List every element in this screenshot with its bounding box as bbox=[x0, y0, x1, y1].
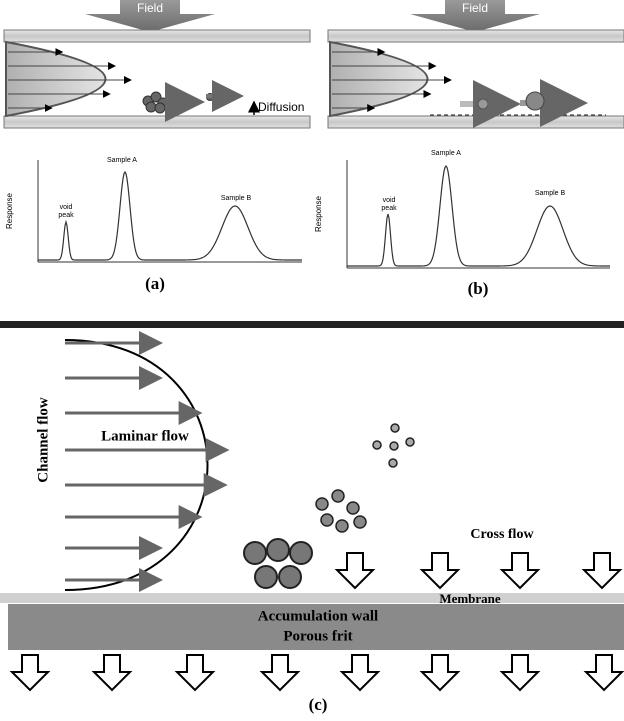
channel-wall bbox=[4, 116, 310, 128]
peak-label: Sample B bbox=[221, 195, 252, 202]
caption: (b) bbox=[468, 279, 489, 298]
channel-flow-label: Channel flow bbox=[35, 397, 51, 483]
separator bbox=[0, 321, 624, 328]
peak-label: void bbox=[60, 204, 73, 211]
particle-large bbox=[290, 542, 312, 564]
particle-large bbox=[255, 566, 277, 588]
membrane bbox=[0, 593, 624, 603]
particle-large bbox=[267, 539, 289, 561]
cross-flow-arrow bbox=[586, 655, 622, 690]
caption: (a) bbox=[145, 274, 165, 293]
cross-flow-arrow bbox=[502, 655, 538, 690]
cross-flow-arrow bbox=[337, 553, 373, 588]
cross-flow-arrow bbox=[12, 655, 48, 690]
peak-label: Sample A bbox=[107, 157, 137, 164]
diagram: FieldDiffusionResponsevoidpeakSample ASa… bbox=[0, 0, 624, 721]
peak-label: Sample A bbox=[431, 150, 461, 157]
particle-small bbox=[390, 442, 398, 450]
particle-medium bbox=[316, 498, 328, 510]
particle bbox=[526, 92, 544, 110]
particle-large bbox=[244, 542, 266, 564]
field-label: Field bbox=[137, 1, 163, 15]
chromatogram bbox=[347, 166, 610, 266]
flow-profile bbox=[6, 42, 106, 116]
peak-label: Sample B bbox=[535, 190, 566, 197]
wall-label: Accumulation wall bbox=[258, 608, 378, 624]
cross-flow-arrow bbox=[177, 655, 213, 690]
field-label: Field bbox=[462, 1, 488, 15]
particle-medium bbox=[354, 516, 366, 528]
particle-medium bbox=[336, 520, 348, 532]
caption: (c) bbox=[309, 695, 328, 714]
cross-flow-label: Cross flow bbox=[470, 527, 534, 542]
membrane-label: Membrane bbox=[439, 591, 501, 606]
particle-small bbox=[406, 438, 414, 446]
y-axis-label: Response bbox=[5, 192, 14, 229]
content: FieldDiffusionResponsevoidpeakSample ASa… bbox=[0, 0, 624, 714]
flow-profile bbox=[330, 42, 428, 116]
chromatogram bbox=[38, 172, 302, 260]
diffusion-label: Diffusion bbox=[258, 100, 304, 114]
cross-flow-arrow bbox=[422, 655, 458, 690]
cross-flow-arrow bbox=[342, 655, 378, 690]
particle bbox=[155, 103, 165, 113]
laminar-label: Laminar flow bbox=[101, 428, 189, 444]
peak-label: peak bbox=[58, 212, 74, 219]
cross-flow-arrow bbox=[94, 655, 130, 690]
channel-wall bbox=[4, 30, 310, 42]
peak-label: peak bbox=[381, 205, 397, 212]
cross-flow-arrow bbox=[502, 553, 538, 588]
particle bbox=[478, 99, 488, 109]
particle-small bbox=[389, 459, 397, 467]
particle-medium bbox=[321, 514, 333, 526]
particle-small bbox=[391, 424, 399, 432]
particle-small bbox=[373, 441, 381, 449]
cross-flow-arrow bbox=[422, 553, 458, 588]
particle-medium bbox=[347, 502, 359, 514]
cross-flow-arrow bbox=[584, 553, 620, 588]
peak-label: void bbox=[383, 197, 396, 204]
cross-flow-arrow bbox=[262, 655, 298, 690]
particle bbox=[146, 102, 156, 112]
particle-medium bbox=[332, 490, 344, 502]
channel-wall bbox=[328, 116, 624, 128]
frit-label: Porous frit bbox=[283, 628, 352, 644]
y-axis-label: Response bbox=[314, 195, 323, 232]
channel-wall bbox=[328, 30, 624, 42]
particle-large bbox=[279, 566, 301, 588]
